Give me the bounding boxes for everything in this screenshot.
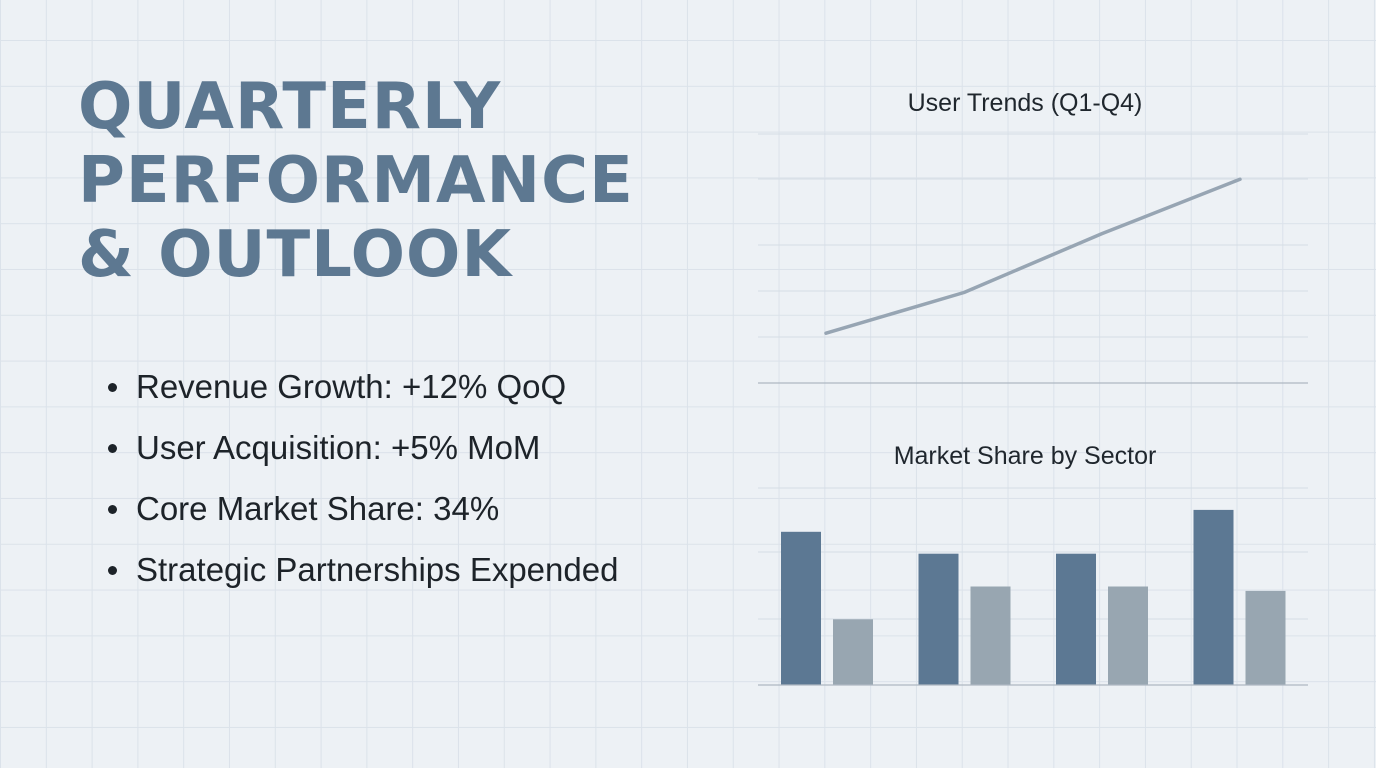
line-chart-title: User Trends (Q1-Q4) (908, 89, 1143, 117)
bar-chart-title: Market Share by Sector (894, 442, 1157, 470)
bar-series-2-sector-3 (1108, 586, 1148, 685)
bullet-list: Revenue Growth: +12% QoQ User Acquisitio… (108, 356, 618, 600)
bullet-market-share: Core Market Share: 34% (108, 478, 618, 539)
user-trend-line (824, 177, 1242, 335)
bullet-user-acquisition: User Acquisition: +5% MoM (108, 417, 618, 478)
bar-series-2-sector-1 (833, 619, 873, 685)
bar-series-2-sector-4 (1245, 590, 1286, 685)
slide-title-line: QUARTERLY (78, 70, 502, 144)
bullet-revenue-growth: Revenue Growth: +12% QoQ (108, 356, 618, 417)
bar-series-2-sector-2 (970, 586, 1011, 685)
bar-series-1-sector-3 (1056, 553, 1096, 685)
bar-series-1-sector-1 (781, 531, 821, 685)
bar-series-1-sector-2 (918, 553, 959, 685)
slide-title-line: PERFORMANCE (78, 144, 634, 218)
bar-series-1-sector-4 (1193, 509, 1234, 685)
bullet-partnerships: Strategic Partnerships Expended (108, 539, 618, 600)
slide-title-line: & OUTLOOK (78, 218, 513, 292)
slide-title: QUARTERLY PERFORMANCE & OUTLOOK (78, 70, 698, 292)
